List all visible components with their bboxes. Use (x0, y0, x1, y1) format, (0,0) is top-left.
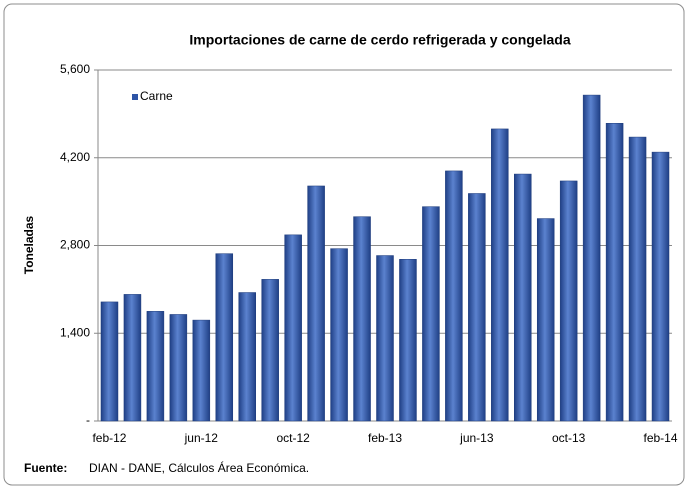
bar (330, 248, 348, 422)
bar (468, 193, 486, 422)
bar (605, 123, 624, 422)
bar (399, 259, 417, 422)
x-tick-label: oct-13 (552, 431, 586, 445)
bar (628, 136, 647, 422)
legend-label: Carne (140, 89, 173, 103)
y-axis-label: Toneladas (22, 215, 36, 274)
legend-swatch (132, 94, 138, 100)
y-tick-label: 1,400 (60, 325, 90, 339)
source: DIAN - DANE, Cálculos Área Económica. (89, 460, 309, 475)
bar (284, 234, 302, 422)
bar (445, 170, 463, 422)
x-tick-label: oct-12 (276, 431, 310, 445)
y-tick-label: 4,200 (60, 150, 90, 164)
bar (215, 253, 234, 422)
x-tick-label: feb-14 (644, 431, 678, 445)
bar (100, 301, 119, 422)
bar (238, 292, 256, 422)
bar (514, 173, 532, 422)
bar (422, 206, 440, 422)
bar (491, 128, 509, 422)
bar (169, 314, 188, 422)
bar (376, 255, 394, 422)
bar (582, 94, 601, 422)
x-tick-label: feb-13 (368, 431, 402, 445)
bar (651, 151, 670, 422)
y-tick-label: 5,600 (60, 62, 90, 76)
y-tick-label: 2,800 (60, 238, 90, 252)
bar (146, 311, 165, 422)
source-label: Fuente: (24, 461, 67, 475)
bar (261, 279, 279, 422)
chart-title: Importaciones de carne de cerdo refriger… (189, 32, 570, 48)
y-tick-label: - (86, 413, 90, 427)
x-tick-label: jun-12 (184, 431, 219, 445)
bar (536, 218, 555, 422)
bar (192, 319, 211, 422)
bar (123, 294, 142, 422)
bar (559, 180, 578, 422)
bar (307, 185, 325, 422)
x-tick-label: jun-13 (459, 431, 494, 445)
bar (353, 216, 371, 422)
x-tick-label: feb-12 (92, 431, 126, 445)
